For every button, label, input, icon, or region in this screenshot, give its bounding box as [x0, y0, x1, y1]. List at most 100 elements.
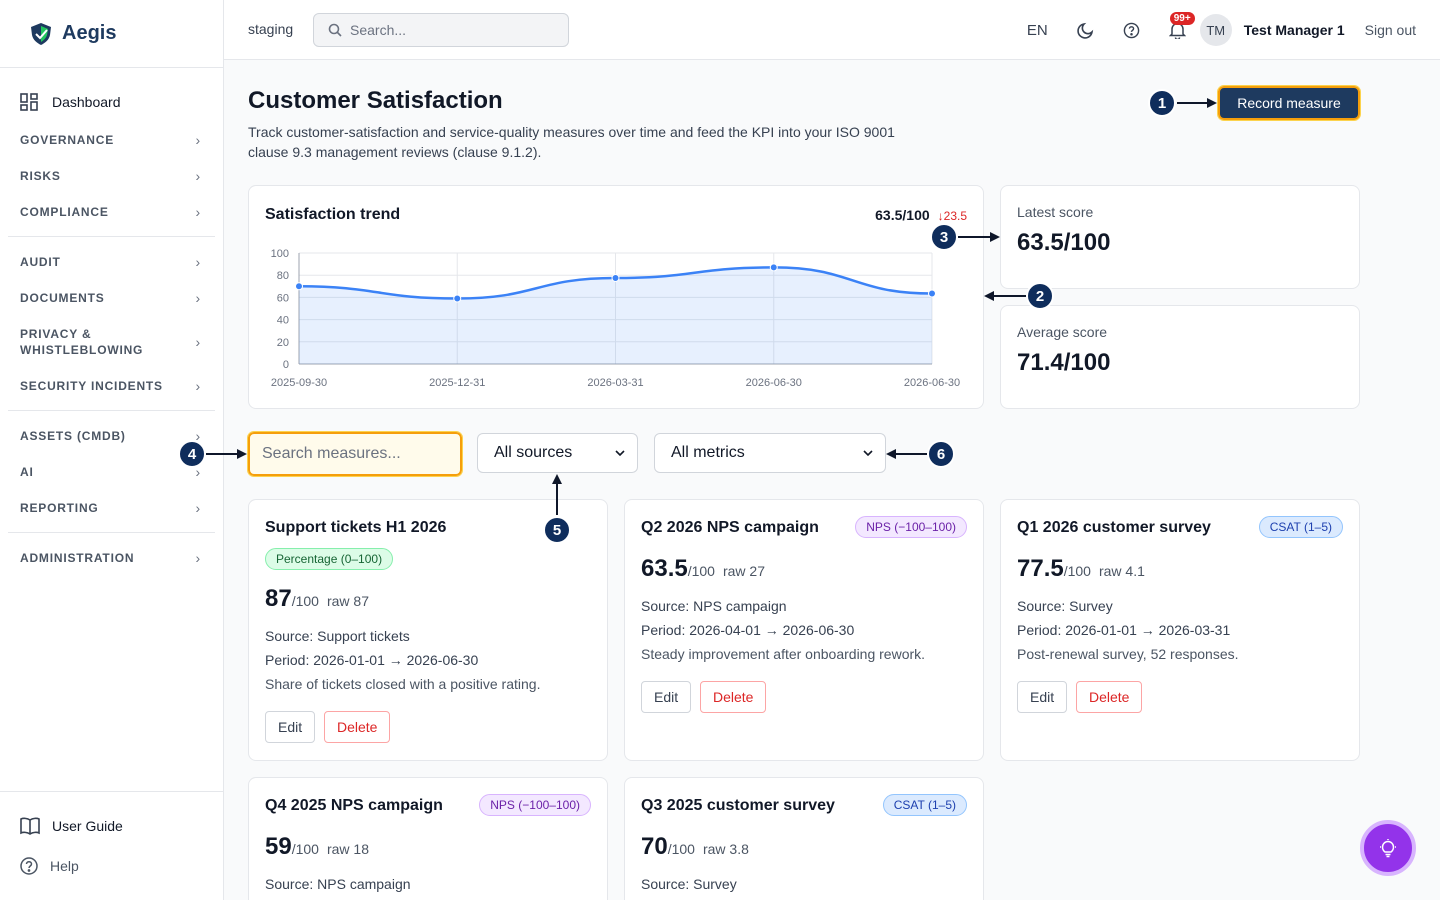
edit-button[interactable]: Edit — [265, 711, 316, 743]
measure-score: 70/100 raw 3.8 — [641, 833, 749, 861]
measure-source: Source: NPS campaign — [641, 598, 787, 614]
average-score-card: Average score 71.4/100 — [1000, 305, 1360, 409]
theme-toggle[interactable] — [1076, 20, 1096, 40]
sidebar-item-security-incidents[interactable]: SECURITY INCIDENTS › — [8, 368, 215, 404]
delete-button[interactable]: Delete — [700, 681, 767, 713]
callout-3: 3 — [930, 223, 958, 251]
sidebar-item-administration[interactable]: ADMINISTRATION › — [8, 540, 215, 576]
language-switch[interactable]: EN — [1026, 21, 1048, 39]
search-input[interactable] — [350, 22, 550, 38]
chevron-right-icon: › — [195, 500, 201, 516]
sidebar-item-label: SECURITY INCIDENTS — [20, 379, 163, 393]
measure-source: Source: Survey — [1017, 598, 1113, 614]
sidebar-item-risks[interactable]: RISKS › — [8, 158, 215, 194]
top-header: staging EN 99+ TM Test Manager 1 Sign ou… — [224, 0, 1440, 60]
chevron-right-icon: › — [195, 334, 201, 350]
lightbulb-icon — [1380, 839, 1396, 858]
score-value: 63.5 — [641, 555, 688, 582]
assistant-button[interactable] — [1360, 820, 1416, 876]
measure-card: Q4 2025 NPS campaign NPS (−100–100) 59/1… — [248, 777, 608, 900]
search-icon — [328, 23, 342, 37]
user-guide-link[interactable]: User Guide — [20, 806, 223, 846]
chevron-right-icon: › — [195, 550, 201, 566]
trend-value: 63.5/100 ↓23.5 — [875, 207, 967, 223]
measure-note: Share of tickets closed with a positive … — [265, 676, 541, 692]
source-select-value: All sources — [494, 444, 573, 461]
record-measure-button[interactable]: Record measure — [1217, 85, 1361, 121]
measure-card: Q1 2026 customer survey CSAT (1–5) 77.5/… — [1000, 499, 1360, 761]
chevron-right-icon: › — [195, 378, 201, 394]
metric-tag: CSAT (1–5) — [1258, 516, 1343, 538]
measure-title: Q4 2025 NPS campaign — [265, 797, 443, 814]
score-scale: /100 — [291, 841, 319, 857]
chevron-right-icon: › — [195, 132, 201, 148]
callout-5: 5 — [543, 516, 571, 544]
chevron-right-icon: › — [195, 168, 201, 184]
measure-title: Q2 2026 NPS campaign — [641, 519, 819, 536]
sidebar-item-compliance[interactable]: COMPLIANCE › — [8, 194, 215, 230]
series-area — [299, 267, 932, 364]
notification-badge: 99+ — [1169, 12, 1195, 25]
sidebar-item-ai[interactable]: AI › — [8, 454, 215, 490]
sidebar-item-assets-cmdb[interactable]: ASSETS (CMDB) › — [8, 418, 215, 454]
measure-title: Support tickets H1 2026 — [265, 519, 447, 536]
metric-select[interactable]: All metrics — [654, 433, 886, 473]
measure-source: Source: NPS campaign — [265, 876, 411, 892]
chevron-right-icon: › — [195, 428, 201, 444]
nav-divider — [8, 532, 215, 533]
sidebar-item-privacy-whistleblowing[interactable]: PRIVACY & WHISTLEBLOWING › — [8, 316, 215, 368]
sidebar-item-governance[interactable]: GOVERNANCE › — [8, 122, 215, 158]
chevron-right-icon: › — [195, 290, 201, 306]
brand[interactable]: Aegis — [0, 0, 223, 68]
chevron-right-icon: › — [195, 464, 201, 480]
data-point — [928, 289, 936, 298]
avatar[interactable]: TM — [1199, 14, 1232, 46]
delete-button[interactable]: Delete — [324, 711, 391, 743]
notifications-button[interactable]: 99+ — [1168, 12, 1195, 40]
nav-groups: GOVERNANCE › RISKS › COMPLIANCE › AUDIT › DOCUME… — [8, 122, 215, 576]
score-scale: /100 — [687, 563, 715, 579]
sidebar-item-dashboard[interactable]: Dashboard — [8, 82, 215, 122]
user-guide-label: User Guide — [52, 818, 123, 834]
average-score-value: 71.4/100 — [1017, 349, 1111, 376]
sidebar-item-reporting[interactable]: REPORTING › — [8, 490, 215, 526]
grid-icon — [20, 93, 38, 111]
metric-tag: Percentage (0–100) — [265, 548, 394, 570]
source-select[interactable]: All sources — [477, 433, 638, 473]
sidebar-item-audit[interactable]: AUDIT › — [8, 244, 215, 280]
score-value: 59 — [265, 833, 292, 860]
data-point — [611, 273, 620, 282]
chevron-right-icon: › — [195, 254, 201, 270]
y-tick-label: 60 — [277, 292, 289, 304]
chevron-down-icon — [615, 450, 625, 456]
sidebar-nav: Dashboard GOVERNANCE › RISKS › COMPLIANCE › AU… — [0, 82, 223, 576]
metric-tag: NPS (−100–100) — [855, 516, 967, 538]
satisfaction-trend-card: Satisfaction trend 63.5/100 ↓23.5 0 20 40 60… — [248, 185, 984, 409]
raw-value: raw 18 — [326, 841, 369, 857]
measure-title: Q3 2025 customer survey — [641, 797, 835, 814]
measure-score: 63.5/100 raw 27 — [641, 555, 765, 583]
global-search[interactable] — [313, 13, 569, 47]
sign-out-link[interactable]: Sign out — [1364, 22, 1416, 38]
measure-score: 77.5/100 raw 4.1 — [1017, 555, 1145, 583]
metric-select-value: All metrics — [671, 444, 745, 461]
sidebar-item-label: ADMINISTRATION — [20, 551, 135, 565]
latest-score-value: 63.5/100 — [1017, 229, 1111, 256]
raw-value: raw 27 — [722, 563, 765, 579]
page-description: Track customer-satisfaction and service-… — [248, 124, 895, 160]
measure-score: 87/100 raw 87 — [265, 585, 369, 613]
measure-period: Period: 2026-04-01 → 2026-06-30 — [641, 622, 855, 638]
sidebar-item-documents[interactable]: DOCUMENTS › — [8, 280, 215, 316]
sidebar-footer: User Guide Help — [0, 791, 223, 900]
latest-score-label: Latest score — [1017, 204, 1094, 220]
help-link[interactable]: Help — [20, 846, 223, 886]
help-button[interactable] — [1122, 20, 1142, 40]
data-point — [295, 282, 303, 291]
measures-search-input[interactable] — [247, 431, 463, 477]
edit-button[interactable]: Edit — [641, 681, 692, 713]
delete-button[interactable]: Delete — [1076, 681, 1143, 713]
measure-note: Steady improvement after onboarding rewo… — [641, 646, 926, 662]
sidebar-item-label: AUDIT — [20, 255, 61, 269]
callout-1: 1 — [1148, 89, 1176, 117]
edit-button[interactable]: Edit — [1017, 681, 1068, 713]
